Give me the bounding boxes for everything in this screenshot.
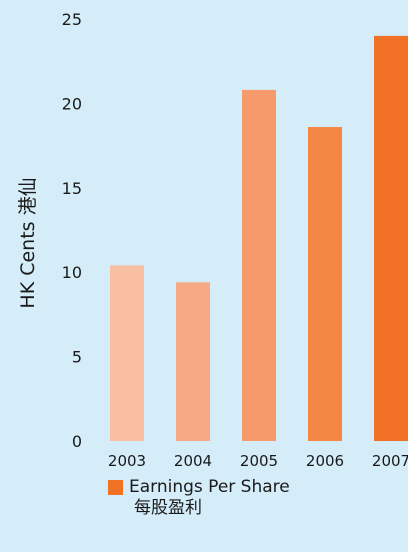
x-tick-label: 2006 xyxy=(306,452,344,470)
x-tick-label: 2003 xyxy=(108,452,146,470)
bar-2007 xyxy=(374,35,408,441)
x-axis-ticks: 2003 2004 2005 2006 2007 xyxy=(108,452,408,470)
y-tick-label: 0 xyxy=(72,432,82,451)
bar-2003 xyxy=(110,265,144,441)
bar-2005 xyxy=(242,89,276,442)
bars xyxy=(110,35,408,442)
y-axis-label: HK Cents 港仙 xyxy=(17,177,39,308)
y-axis-ticks: 0 5 10 15 20 25 xyxy=(62,10,82,451)
bar-2006 xyxy=(308,127,342,442)
y-tick-label: 5 xyxy=(72,348,82,367)
y-tick-label: 20 xyxy=(62,94,82,113)
legend-sublabel: 每股盈利 xyxy=(134,498,202,518)
bar-2004 xyxy=(176,282,210,441)
legend-swatch xyxy=(108,480,123,495)
y-tick-label: 25 xyxy=(62,10,82,29)
y-tick-label: 15 xyxy=(62,179,82,198)
legend-label: Earnings Per Share xyxy=(129,477,290,497)
x-tick-label: 2007 xyxy=(372,452,408,470)
x-tick-label: 2004 xyxy=(174,452,212,470)
x-tick-label: 2005 xyxy=(240,452,278,470)
y-tick-label: 10 xyxy=(62,263,82,282)
legend-item: Earnings Per Share xyxy=(108,477,290,498)
legend: Earnings Per Share 每股盈利 xyxy=(108,477,290,519)
